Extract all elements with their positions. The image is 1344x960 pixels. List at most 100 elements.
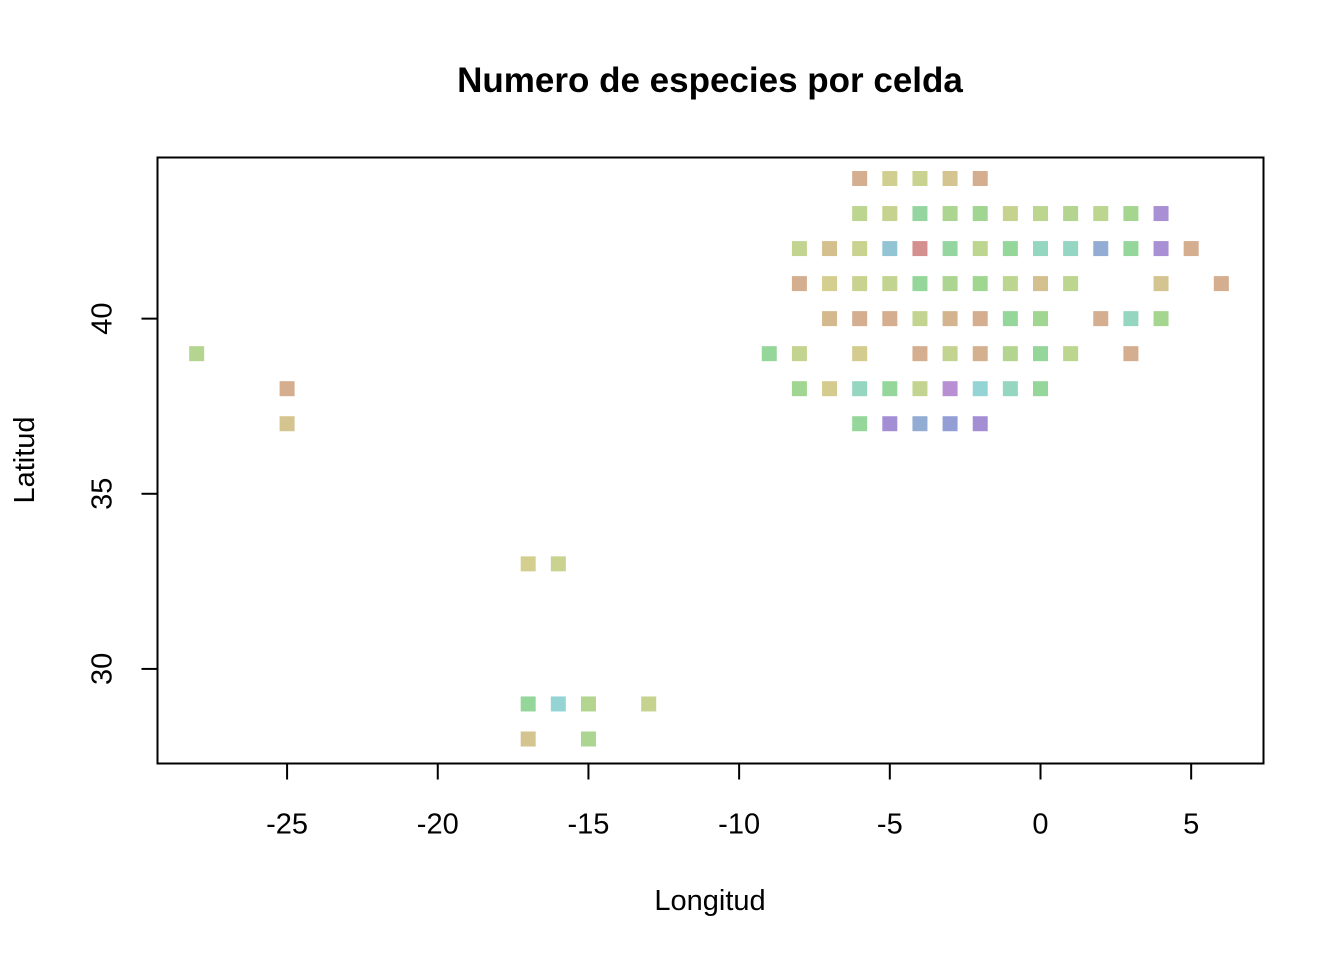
data-point <box>1063 206 1079 222</box>
data-point <box>822 276 838 292</box>
data-point <box>1123 346 1139 362</box>
data-point <box>852 416 868 432</box>
data-point <box>791 346 807 362</box>
data-point <box>1002 276 1018 292</box>
data-point <box>1032 206 1048 222</box>
data-point <box>912 206 928 222</box>
data-point <box>1063 241 1079 257</box>
data-point <box>1032 241 1048 257</box>
chart-title: Numero de especies por celda <box>457 61 963 100</box>
data-point <box>942 416 958 432</box>
data-point <box>791 241 807 257</box>
data-point <box>882 311 898 327</box>
x-axis: -25 -20 -15 -10 -5 0 5 <box>266 762 1199 841</box>
data-point <box>942 311 958 327</box>
data-point <box>1093 241 1109 257</box>
data-point <box>882 241 898 257</box>
data-point <box>882 171 898 187</box>
data-point <box>1032 311 1048 327</box>
data-point <box>972 416 988 432</box>
data-point <box>1153 276 1169 292</box>
data-point <box>972 381 988 397</box>
data-point <box>912 346 928 362</box>
data-point <box>520 556 536 572</box>
data-point <box>1153 206 1169 222</box>
data-point <box>972 346 988 362</box>
data-point <box>550 696 566 712</box>
data-point <box>912 171 928 187</box>
data-point <box>580 731 596 747</box>
data-point <box>912 311 928 327</box>
data-point <box>1002 311 1018 327</box>
data-point <box>852 276 868 292</box>
data-point <box>882 206 898 222</box>
data-point <box>1002 241 1018 257</box>
data-point <box>1063 346 1079 362</box>
y-tick-label: 40 <box>87 303 119 335</box>
data-point <box>942 241 958 257</box>
data-point <box>852 206 868 222</box>
x-tick-label: -15 <box>567 809 609 841</box>
data-point <box>852 311 868 327</box>
data-point <box>580 696 596 712</box>
data-point <box>1002 206 1018 222</box>
data-point <box>942 381 958 397</box>
x-tick-label: 5 <box>1183 809 1199 841</box>
data-point <box>882 416 898 432</box>
data-point <box>822 311 838 327</box>
data-point <box>942 276 958 292</box>
data-point <box>882 276 898 292</box>
data-point <box>1002 381 1018 397</box>
x-axis-label: Longitud <box>654 885 765 917</box>
y-axis: 30 35 40 <box>87 303 159 685</box>
data-point <box>942 346 958 362</box>
data-point <box>1153 311 1169 327</box>
data-point <box>852 381 868 397</box>
data-point <box>761 346 777 362</box>
data-point <box>1032 381 1048 397</box>
data-point <box>882 381 898 397</box>
data-point <box>912 416 928 432</box>
x-tick-label: -20 <box>417 809 459 841</box>
data-point <box>942 206 958 222</box>
data-point <box>641 696 657 712</box>
data-point <box>1032 346 1048 362</box>
data-point <box>791 381 807 397</box>
y-axis-label: Latitud <box>9 416 41 503</box>
x-tick-label: -10 <box>718 809 760 841</box>
data-points <box>189 171 1229 747</box>
data-point <box>1002 346 1018 362</box>
data-point <box>972 276 988 292</box>
data-point <box>852 346 868 362</box>
data-point <box>1093 206 1109 222</box>
data-point <box>279 416 295 432</box>
data-point <box>1123 241 1139 257</box>
data-point <box>1063 276 1079 292</box>
data-point <box>912 381 928 397</box>
data-point <box>1123 311 1139 327</box>
data-point <box>972 241 988 257</box>
data-point <box>1123 206 1139 222</box>
x-tick-label: 0 <box>1032 809 1048 841</box>
data-point <box>972 311 988 327</box>
data-point <box>912 276 928 292</box>
data-point <box>189 346 205 362</box>
data-point <box>942 171 958 187</box>
data-point <box>791 276 807 292</box>
data-point <box>912 241 928 257</box>
data-point <box>1153 241 1169 257</box>
data-point <box>1093 311 1109 327</box>
data-point <box>852 171 868 187</box>
data-point <box>822 241 838 257</box>
data-point <box>972 206 988 222</box>
data-point <box>1032 276 1048 292</box>
data-point <box>852 241 868 257</box>
y-tick-label: 35 <box>87 478 119 510</box>
data-point <box>520 696 536 712</box>
data-point <box>1183 241 1199 257</box>
data-point <box>972 171 988 187</box>
data-point <box>520 731 536 747</box>
data-point <box>1213 276 1229 292</box>
x-tick-label: -5 <box>877 809 903 841</box>
